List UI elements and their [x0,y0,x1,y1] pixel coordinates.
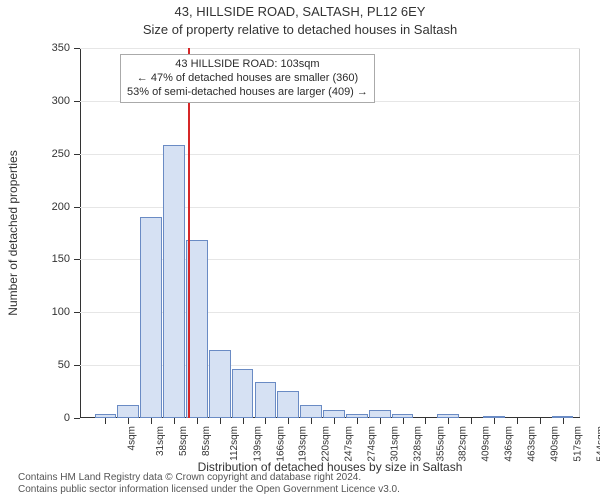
x-tick-label: 544sqm [595,426,600,462]
y-tick-label: 50 [40,359,70,371]
x-tick [128,418,129,424]
histogram-bar [369,410,391,418]
annotation-callout: 43 HILLSIDE ROAD: 103sqm ← 47% of detach… [120,54,375,103]
y-tick [74,418,80,419]
x-tick-label: 193sqm [298,426,309,462]
histogram-bar [300,405,322,418]
x-tick [220,418,221,424]
x-tick [174,418,175,424]
grid-line [80,48,580,49]
x-tick-label: 274sqm [367,426,378,462]
plot-area: 43 HILLSIDE ROAD: 103sqm ← 47% of detach… [80,48,580,418]
x-tick [197,418,198,424]
x-tick-label: 220sqm [321,426,332,462]
x-tick [265,418,266,424]
title-line-2: Size of property relative to detached ho… [0,22,600,37]
x-tick-label: 4sqm [127,426,138,450]
y-tick-label: 300 [40,95,70,107]
x-tick [105,418,106,424]
x-tick-label: 409sqm [481,426,492,462]
histogram-bar [323,410,345,418]
x-tick-label: 382sqm [458,426,469,462]
y-tick [74,365,80,366]
y-tick [74,48,80,49]
histogram-bar [140,217,162,418]
y-tick-label: 0 [40,412,70,424]
y-tick [74,207,80,208]
x-tick [380,418,381,424]
x-tick-label: 31sqm [155,426,166,456]
y-tick-label: 150 [40,253,70,265]
callout-line-2: ← 47% of detached houses are smaller (36… [127,72,368,86]
y-tick-label: 100 [40,306,70,318]
y-tick [74,312,80,313]
x-tick-label: 355sqm [435,426,446,462]
y-tick-label: 250 [40,148,70,160]
x-tick [151,418,152,424]
histogram-bar [209,350,231,418]
histogram-bar [117,405,139,418]
callout-line-3: 53% of semi-detached houses are larger (… [127,86,368,100]
histogram-bar [277,391,299,418]
footer-line-1: Contains HM Land Registry data © Crown c… [18,472,400,484]
y-tick-label: 350 [40,42,70,54]
x-tick-label: 112sqm [229,426,240,461]
y-axis-line [80,48,81,418]
x-tick [517,418,518,424]
plot-border-right [579,48,580,418]
x-tick-label: 166sqm [275,426,286,462]
callout-line-1: 43 HILLSIDE ROAD: 103sqm [127,58,368,72]
footer-attribution: Contains HM Land Registry data © Crown c… [18,472,400,496]
x-tick-label: 436sqm [504,426,515,462]
x-tick-label: 247sqm [344,426,355,462]
y-tick [74,259,80,260]
x-tick [334,418,335,424]
x-tick [243,418,244,424]
y-tick [74,101,80,102]
x-tick [494,418,495,424]
x-tick [403,418,404,424]
y-tick-label: 200 [40,201,70,213]
x-tick-label: 490sqm [549,426,560,462]
grid-line [80,207,580,208]
histogram-bar [232,369,254,418]
footer-line-2: Contains public sector information licen… [18,484,400,496]
histogram-bar [163,145,185,418]
x-tick-label: 58sqm [178,426,189,456]
x-tick-label: 463sqm [527,426,538,462]
grid-line [80,154,580,155]
x-tick [425,418,426,424]
x-tick-label: 517sqm [572,426,583,462]
title-line-1: 43, HILLSIDE ROAD, SALTASH, PL12 6EY [0,4,600,19]
x-tick-label: 328sqm [412,426,423,462]
x-tick [311,418,312,424]
x-tick-label: 139sqm [252,426,263,462]
x-tick-label: 85sqm [201,426,212,456]
x-tick [288,418,289,424]
x-tick [357,418,358,424]
y-tick [74,154,80,155]
x-tick [563,418,564,424]
x-tick [540,418,541,424]
x-tick [471,418,472,424]
property-marker-line [188,48,190,418]
chart-frame: 43, HILLSIDE ROAD, SALTASH, PL12 6EY Siz… [0,0,600,500]
histogram-bar [255,382,277,418]
x-tick-label: 301sqm [389,426,400,462]
x-tick [448,418,449,424]
y-axis-label: Number of detached properties [6,48,20,418]
